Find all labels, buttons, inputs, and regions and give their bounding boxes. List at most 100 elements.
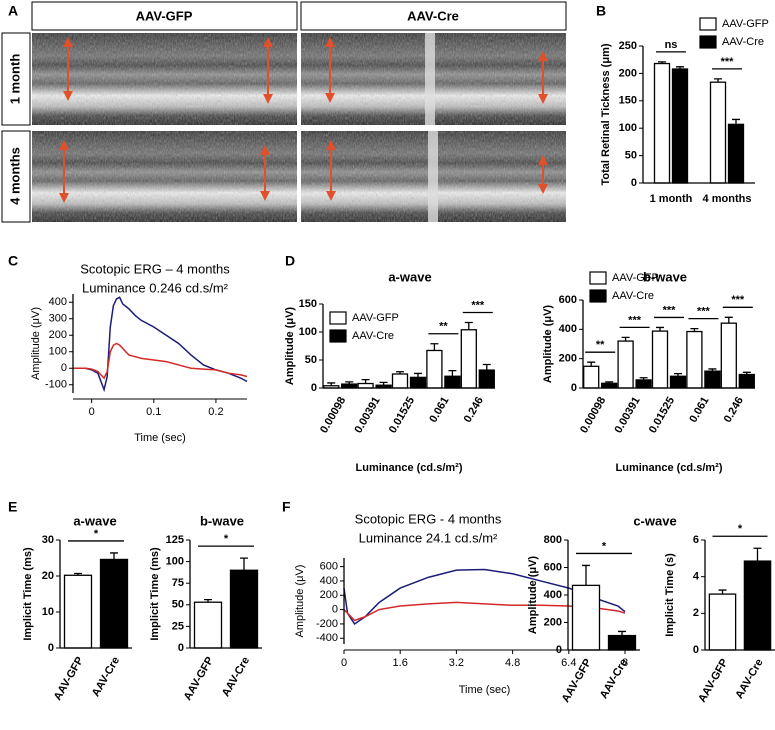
bar (686, 330, 703, 389)
bar (478, 369, 495, 389)
significance-label: *** (731, 294, 745, 306)
legend-swatch (699, 17, 717, 31)
chart-title: Scotopic ERG – 4 months (80, 261, 230, 276)
y-tick-label: 150 (619, 95, 637, 107)
y-tick-label: 100 (299, 326, 317, 338)
legend-swatch (589, 289, 607, 303)
bar (727, 123, 745, 184)
error-bar (240, 557, 248, 571)
bar (601, 382, 618, 389)
y-tick-label: -400 (316, 632, 338, 644)
bar (426, 349, 443, 389)
row-header: 1 month (7, 54, 22, 105)
error-bar (714, 78, 722, 83)
optic-nerve (428, 131, 438, 222)
bar (617, 340, 634, 389)
y-tick-label: 400 (320, 575, 338, 587)
error-bar (327, 382, 336, 386)
error-bar (724, 316, 733, 324)
trace (73, 342, 248, 380)
significance-label: *** (628, 314, 642, 326)
row-header-box (1, 32, 31, 126)
legend-label: AAV-GFP (352, 312, 399, 324)
chart-subtitle: Luminance 0.246 cd.s/m² (82, 280, 229, 295)
x-tick-label: 0.246 (722, 395, 746, 425)
chart-title: b-wave (643, 269, 687, 284)
legend-swatch (699, 35, 717, 49)
oct-images (32, 33, 566, 222)
legend-label: AAV-Cre (352, 330, 394, 342)
legend-swatch (329, 329, 347, 343)
error-bar (448, 369, 457, 377)
error-bar (639, 377, 648, 380)
significance-label: ns (665, 39, 678, 51)
column-header-box (300, 1, 567, 31)
x-tick-label: 8 (622, 657, 628, 669)
x-tick-label: 0.01525 (387, 395, 417, 435)
y-tick-label: 0 (48, 642, 54, 654)
chart-title: Scotopic ERG - 4 months (355, 511, 502, 526)
significance-label: * (602, 540, 607, 552)
chart-title: a-wave (388, 269, 431, 284)
error-bar (732, 118, 740, 125)
y-tick-label: 600 (320, 561, 338, 573)
bar (391, 373, 409, 389)
significance-label: * (94, 528, 99, 540)
y-tick-label: 400 (49, 296, 67, 308)
bar (444, 375, 461, 389)
thickness-arrows (59, 37, 548, 203)
panel-letter: B (596, 3, 606, 19)
legend-label: AAV-GFP (612, 272, 659, 284)
y-tick-label: 600 (559, 294, 577, 306)
error-bar (621, 336, 630, 342)
y-axis-label: Implicit Time (s) (664, 553, 676, 637)
trace (73, 296, 248, 393)
y-tick-label: 75 (172, 577, 184, 589)
error-bar (582, 564, 590, 586)
error-bar (204, 598, 212, 603)
x-tick-label: 0.2 (208, 406, 223, 418)
row-header: 4 months (7, 147, 22, 205)
error-bar (345, 381, 354, 385)
x-axis-label: Luminance (cd.s/m²) (356, 462, 463, 474)
bar (460, 329, 477, 389)
panel-a: A AAV-GFP AAV-Cre 1 month 4 months (1, 1, 567, 223)
y-tick-label: 200 (559, 353, 577, 365)
bar (583, 365, 600, 389)
bar (571, 584, 601, 651)
bar (409, 376, 427, 389)
chart-title: c-wave (633, 513, 676, 528)
y-tick-label: 0 (556, 644, 562, 656)
error-bar (361, 378, 370, 384)
error-bar (482, 363, 491, 371)
panel-letter: C (8, 253, 18, 269)
y-tick-label: -100 (45, 379, 67, 391)
y-tick-label: 200 (544, 616, 562, 628)
x-tick-label: AAV-GFP (696, 657, 730, 705)
x-tick-label: 0.1 (146, 406, 161, 418)
bar (669, 375, 687, 389)
y-axis-label: Amplitude (μV) (30, 307, 42, 380)
bar (738, 373, 755, 389)
y-axis-label: Amplitude (μV) (294, 565, 306, 638)
oct-texture (32, 131, 297, 222)
error-bar (656, 326, 664, 332)
y-tick-label: 10 (42, 606, 54, 618)
x-tick-label: 0.061 (427, 395, 451, 425)
error-bar (587, 361, 596, 367)
bar (63, 574, 93, 649)
bar (708, 593, 737, 651)
y-tick-label: 0 (311, 382, 317, 394)
row-header-box (1, 130, 31, 223)
bar (709, 81, 727, 184)
panel-letter: D (285, 253, 295, 269)
bar (671, 68, 689, 184)
y-tick-label: 100 (49, 346, 67, 358)
y-tick-label: 100 (619, 122, 637, 134)
significance-label: *** (697, 306, 711, 318)
significance-label: * (738, 523, 743, 535)
y-axis-label: Implicit Time (ms) (149, 547, 161, 641)
y-tick-label: 0 (332, 604, 338, 616)
x-tick-label: AAV-Cre (733, 657, 765, 701)
y-axis-label: Amplitude (μV) (527, 556, 539, 635)
